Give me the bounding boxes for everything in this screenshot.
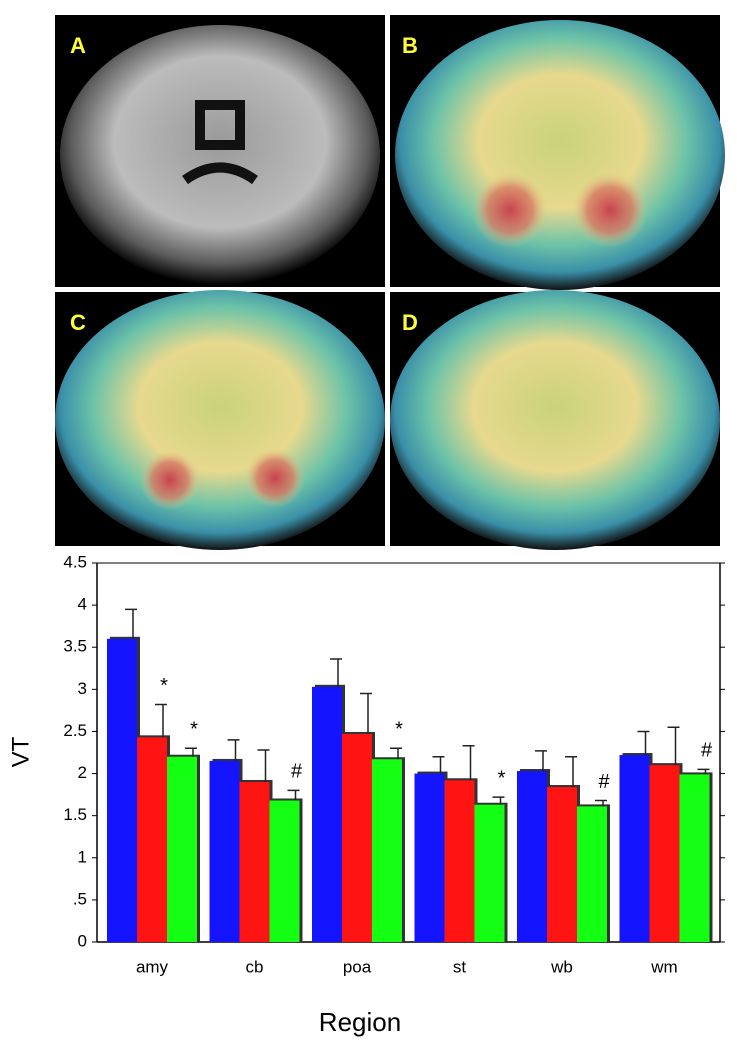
y-tick-label: 3 bbox=[78, 679, 87, 698]
bar bbox=[209, 760, 240, 942]
bar bbox=[547, 787, 577, 942]
bar bbox=[679, 774, 710, 942]
y-tick-label: 4.5 bbox=[63, 552, 87, 571]
significance-marker: * bbox=[160, 675, 168, 697]
brain-image bbox=[390, 290, 720, 550]
bar bbox=[414, 773, 445, 942]
error-bar bbox=[257, 749, 270, 782]
hot-spot bbox=[472, 172, 548, 248]
error-bar bbox=[125, 608, 137, 639]
bar bbox=[137, 737, 167, 942]
x-axis-label: Region bbox=[319, 1007, 401, 1037]
error-bar bbox=[185, 747, 197, 757]
error-bar bbox=[155, 703, 167, 738]
bar bbox=[444, 780, 475, 942]
significance-marker: * bbox=[395, 719, 403, 741]
y-tick-label: 4 bbox=[78, 595, 87, 614]
y-tick-label: 1 bbox=[78, 847, 87, 866]
error-bar bbox=[462, 745, 475, 781]
brain-image bbox=[55, 290, 385, 550]
error-bar bbox=[330, 658, 342, 687]
y-tick-label: 0 bbox=[78, 931, 87, 950]
x-tick-label: st bbox=[453, 957, 467, 976]
significance-marker: # bbox=[291, 761, 303, 783]
panel-label: C bbox=[70, 310, 86, 335]
significance-marker: # bbox=[701, 740, 713, 762]
error-bar bbox=[492, 796, 505, 805]
hot-spot bbox=[245, 448, 305, 508]
error-bar bbox=[535, 750, 547, 772]
significance-marker: * bbox=[498, 767, 506, 789]
y-axis-label: VT bbox=[7, 736, 34, 767]
significance-marker: # bbox=[598, 771, 610, 793]
y-tick-label: 3.5 bbox=[63, 637, 87, 656]
y-tick-label: .5 bbox=[73, 889, 87, 908]
error-bar bbox=[227, 739, 240, 761]
bar bbox=[107, 638, 137, 942]
x-tick-label: amy bbox=[136, 957, 169, 976]
x-tick-label: wm bbox=[650, 957, 677, 976]
significance-marker: * bbox=[190, 719, 198, 741]
error-bar bbox=[697, 768, 710, 775]
error-bar bbox=[565, 755, 577, 788]
brain-detail bbox=[182, 100, 258, 185]
panel-label: B bbox=[402, 33, 418, 58]
error-bar bbox=[360, 692, 372, 734]
panel-label: D bbox=[402, 310, 418, 335]
error-bar bbox=[390, 747, 402, 760]
x-tick-label: wb bbox=[550, 957, 573, 976]
brain-image bbox=[60, 25, 380, 285]
bar bbox=[474, 804, 505, 942]
hot-spot bbox=[572, 172, 648, 248]
y-tick-label: 2.5 bbox=[63, 721, 87, 740]
bar bbox=[342, 733, 372, 942]
error-bar bbox=[667, 726, 680, 766]
error-bar bbox=[287, 789, 300, 801]
x-tick-label: cb bbox=[246, 957, 264, 976]
error-bar bbox=[595, 799, 607, 807]
bar bbox=[167, 756, 197, 942]
bar bbox=[372, 759, 402, 942]
image-panels: A B C D bbox=[55, 15, 725, 550]
bar bbox=[269, 800, 300, 942]
y-tick-label: 2 bbox=[78, 763, 87, 782]
panel-label: A bbox=[70, 33, 86, 58]
bar bbox=[312, 686, 342, 942]
bar bbox=[619, 755, 650, 942]
bar bbox=[577, 806, 607, 942]
brain-image bbox=[395, 20, 725, 290]
hot-spot bbox=[140, 450, 200, 510]
bar bbox=[239, 781, 270, 942]
error-bar bbox=[637, 730, 650, 756]
x-tick-label: poa bbox=[343, 957, 372, 976]
error-bar bbox=[432, 755, 445, 774]
bar bbox=[649, 765, 680, 942]
y-tick-label: 1.5 bbox=[63, 805, 87, 824]
bar bbox=[517, 771, 547, 942]
